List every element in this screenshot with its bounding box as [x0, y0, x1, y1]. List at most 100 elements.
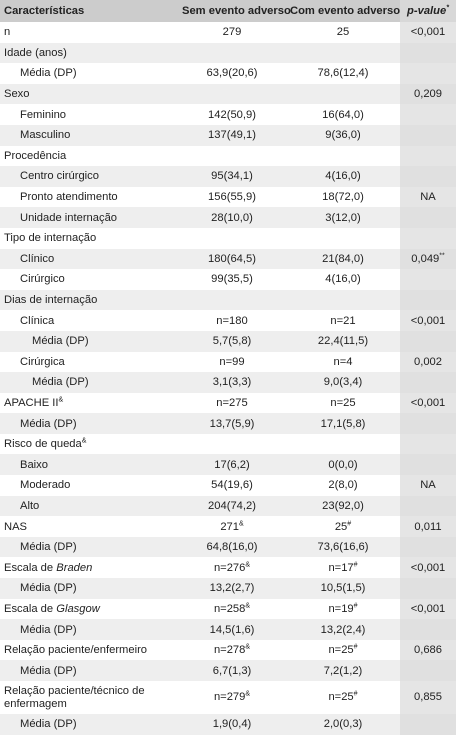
cell-with-event: n=4: [333, 355, 353, 368]
cell-without-event: n=278&: [213, 643, 251, 657]
table-row: Média (DP) 6,7(1,3) 7,2(1,2): [0, 660, 456, 681]
cell-p-value: [400, 269, 456, 290]
cell-without-event: 137(49,1): [178, 124, 286, 146]
cell-without-event: 28(10,0): [178, 207, 286, 228]
row-label: Média (DP): [0, 413, 178, 434]
table-row: Média (DP) 13,7(5,9) 17,1(5,8): [0, 413, 456, 434]
row-label: Média (DP): [0, 714, 178, 735]
table-row: NAS 271& 25# 0,011: [0, 516, 456, 537]
cell-p-value: 0,209: [400, 83, 456, 105]
cell-p-value: 0,002: [400, 351, 456, 373]
cell-without-event: 156(55,9): [208, 191, 256, 204]
row-label: Média (DP): [0, 330, 178, 352]
cell-without-event: n=279&: [213, 690, 251, 703]
cell-with-event: n=17#: [328, 561, 358, 574]
cell-without-event: 95(34,1): [178, 166, 286, 187]
cell-without-event: 14,5(1,6): [178, 619, 286, 640]
row-label: Unidade internação: [0, 207, 178, 228]
table-row: Escala de Glasgow n=258& n=19# <0,001: [0, 598, 456, 620]
cell-without-event: 180(64,5): [178, 248, 286, 270]
table-row: Procedência: [0, 145, 456, 167]
cell-with-event: [286, 146, 400, 167]
table-row: APACHE II& n=275 n=25 <0,001: [0, 392, 456, 414]
cell-p-value: 0,686: [400, 639, 456, 661]
cell-p-value: [400, 433, 456, 455]
row-label: Escala de Glasgow: [4, 602, 100, 615]
table-row: Média (DP) 3,1(3,3) 9,0(3,4): [0, 372, 456, 393]
row-label: Média (DP): [0, 578, 178, 599]
table-row: Cirúrgica n=99 n=4 0,002: [0, 351, 456, 373]
table-row: Pronto atendimento 156(55,9) 18(72,0) NA: [0, 186, 456, 208]
cell-with-event: n=21: [330, 314, 356, 327]
cell-with-event: [286, 434, 400, 455]
cell-with-event: n=25#: [328, 643, 358, 657]
cell-without-event: n=99: [219, 355, 245, 368]
row-label: Média (DP): [0, 660, 178, 681]
cell-with-event: 18(72,0): [322, 191, 364, 204]
table-header-row: Características Sem evento adverso Com e…: [0, 0, 456, 22]
cell-p-value: [400, 207, 456, 228]
cell-without-event: 13,2(2,7): [178, 578, 286, 599]
row-label: Feminino: [20, 108, 67, 121]
table-row: Sexo 0,209: [0, 83, 456, 105]
cell-with-event: 9,0(3,4): [286, 372, 400, 393]
cell-with-event: 13,2(2,4): [286, 619, 400, 640]
cell-with-event: [286, 42, 400, 64]
cell-with-event: 2,0(0,3): [286, 714, 400, 735]
header-without-adverse-event: Sem evento adverso: [178, 0, 291, 22]
row-label: Centro cirúrgico: [0, 166, 178, 187]
header-characteristics: Características: [0, 0, 178, 22]
cell-p-value: [400, 413, 456, 434]
cell-p-value: [400, 227, 456, 249]
cell-without-event: [178, 42, 286, 64]
cell-with-event: 17,1(5,8): [286, 413, 400, 434]
cell-p-value: [400, 42, 456, 64]
cell-p-value: 0,049**: [400, 248, 456, 270]
cell-without-event: 142(50,9): [208, 108, 256, 121]
cell-with-event: [286, 289, 400, 311]
cell-p-value: [400, 63, 456, 84]
row-label: n: [4, 26, 11, 39]
table-row: Média (DP) 13,2(2,7) 10,5(1,5): [0, 578, 456, 599]
table-body: n 279 25 <0,001 Idade (anos) Média (DP) 63,9(2…: [0, 22, 456, 735]
cell-p-value: [400, 145, 456, 167]
row-label: Média (DP): [0, 372, 178, 393]
cell-with-event: 25#: [334, 519, 352, 533]
cell-without-event: 64,8(16,0): [178, 536, 286, 558]
cell-p-value: [400, 660, 456, 681]
table-row: Média (DP) 14,5(1,6) 13,2(2,4): [0, 619, 456, 640]
table-row: Masculino 137(49,1) 9(36,0): [0, 124, 456, 146]
cell-p-value: [400, 454, 456, 476]
cell-p-value: NA: [400, 186, 456, 208]
table-row: Média (DP) 1,9(0,4) 2,0(0,3): [0, 714, 456, 735]
cell-without-event: n=276&: [213, 561, 251, 574]
row-label: Baixo: [0, 454, 178, 476]
table-row: Baixo 17(6,2) 0(0,0): [0, 454, 456, 476]
table-row: Clínica n=180 n=21 <0,001: [0, 310, 456, 331]
cell-p-value: <0,001: [400, 598, 456, 620]
table-row: Idade (anos): [0, 42, 456, 64]
table-row: Tipo de internação: [0, 227, 456, 249]
cell-with-event: 21(84,0): [286, 248, 400, 270]
row-label: Moderado: [20, 479, 71, 492]
cell-without-event: n=275: [216, 396, 248, 409]
table-row: Média (DP) 5,7(5,8) 22,4(11,5): [0, 330, 456, 352]
table-row: Unidade internação 28(10,0) 3(12,0): [0, 207, 456, 228]
cell-without-event: 279: [222, 26, 242, 39]
cell-with-event: 0(0,0): [286, 454, 400, 476]
table-row: Moderado 54(19,6) 2(8,0) NA: [0, 475, 456, 496]
row-label: Cirúrgica: [20, 355, 65, 368]
table-row: Risco de queda&: [0, 433, 456, 455]
cell-with-event: n=19#: [328, 602, 358, 615]
row-label: Pronto atendimento: [20, 191, 118, 204]
table-row: n 279 25 <0,001: [0, 22, 456, 43]
row-label: Média (DP): [0, 619, 178, 640]
header-p-value: p-value*: [400, 0, 456, 22]
cell-with-event: 25: [336, 26, 350, 39]
cell-p-value: [400, 495, 456, 517]
row-label: Idade (anos): [0, 42, 178, 64]
cell-p-value: NA: [400, 475, 456, 496]
cell-with-event: 10,5(1,5): [286, 578, 400, 599]
cell-with-event: n=25: [330, 396, 356, 409]
